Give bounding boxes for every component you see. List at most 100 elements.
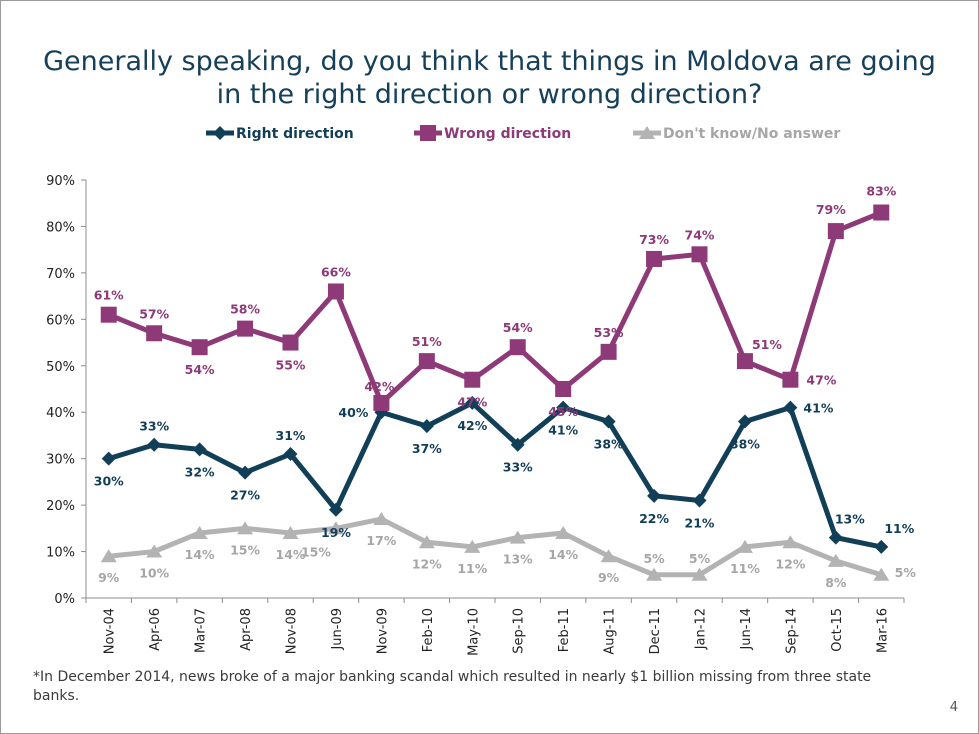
data-label-don-t-know-no-answer: 13% xyxy=(503,552,533,567)
data-point-right-direction xyxy=(283,447,298,462)
data-point-right-direction xyxy=(556,400,571,415)
legend-item-wrong-direction: Wrong direction xyxy=(414,125,571,142)
data-point-wrong-direction xyxy=(509,339,526,356)
data-point-don-t-know-no-answer xyxy=(600,549,617,563)
data-point-right-direction xyxy=(692,493,707,508)
data-point-don-t-know-no-answer xyxy=(873,567,890,581)
data-label-wrong-direction: 47% xyxy=(806,373,836,388)
data-label-don-t-know-no-answer: 17% xyxy=(366,533,396,548)
data-label-right-direction: 33% xyxy=(139,419,169,434)
x-tick-label: Jun-09 xyxy=(330,608,345,651)
data-label-wrong-direction: 61% xyxy=(94,288,124,303)
data-label-right-direction: 22% xyxy=(639,511,669,526)
y-tick-label: 0% xyxy=(54,592,75,607)
legend-item-right-direction: Right direction xyxy=(206,126,354,142)
data-label-wrong-direction: 55% xyxy=(276,358,306,373)
data-label-don-t-know-no-answer: 12% xyxy=(412,556,442,571)
data-point-wrong-direction xyxy=(282,334,299,351)
chart-title: Generally speaking, do you think that th… xyxy=(1,45,978,111)
x-tick-label: Feb-10 xyxy=(421,608,436,652)
data-label-right-direction: 13% xyxy=(835,512,865,527)
y-tick-label: 90% xyxy=(46,174,75,189)
x-tick-label: Dec-11 xyxy=(648,608,663,654)
data-point-right-direction xyxy=(147,437,162,452)
x-tick-label: Feb-11 xyxy=(557,608,572,652)
page-number: 4 xyxy=(949,700,958,715)
data-point-wrong-direction xyxy=(600,343,617,360)
data-label-wrong-direction: 45% xyxy=(548,404,578,419)
y-tick-label: 50% xyxy=(46,360,75,375)
data-point-right-direction xyxy=(737,414,752,429)
data-label-right-direction: 41% xyxy=(803,401,833,416)
data-label-wrong-direction: 66% xyxy=(321,264,351,279)
data-label-right-direction: 42% xyxy=(457,418,487,433)
data-point-don-t-know-no-answer xyxy=(191,525,208,539)
data-label-wrong-direction: 53% xyxy=(594,325,624,340)
data-point-don-t-know-no-answer xyxy=(509,530,526,544)
x-tick-label: Nov-09 xyxy=(375,608,390,654)
data-point-don-t-know-no-answer xyxy=(146,544,163,558)
data-point-right-direction xyxy=(874,539,889,554)
data-label-right-direction: 31% xyxy=(276,428,306,443)
data-label-right-direction: 38% xyxy=(594,437,624,452)
y-tick-label: 70% xyxy=(46,267,75,282)
y-tick-label: 20% xyxy=(46,499,75,514)
data-label-wrong-direction: 74% xyxy=(685,227,715,242)
x-tick-label: Nov-04 xyxy=(103,608,118,654)
footnote: *In December 2014, news broke of a major… xyxy=(33,669,872,704)
data-label-wrong-direction: 58% xyxy=(230,302,260,317)
legend-label: Right direction xyxy=(236,126,354,142)
data-point-right-direction xyxy=(238,465,253,480)
data-label-don-t-know-no-answer: 8% xyxy=(825,575,847,590)
data-point-right-direction xyxy=(328,502,343,517)
data-label-don-t-know-no-answer: 9% xyxy=(98,570,120,585)
data-point-don-t-know-no-answer xyxy=(237,521,254,535)
data-point-wrong-direction xyxy=(827,223,844,240)
data-label-right-direction: 41% xyxy=(548,423,578,438)
data-point-right-direction xyxy=(510,437,525,452)
data-point-wrong-direction xyxy=(782,371,799,388)
data-label-right-direction: 37% xyxy=(412,441,442,456)
data-point-don-t-know-no-answer xyxy=(782,535,799,549)
data-label-don-t-know-no-answer: 11% xyxy=(457,561,487,576)
legend-item-don-t-know-no-answer: Don't know/No answer xyxy=(633,126,840,142)
data-label-wrong-direction: 73% xyxy=(639,232,669,247)
x-tick-label: Mar-16 xyxy=(875,608,890,653)
series-line-wrong-direction xyxy=(107,210,883,406)
legend-marker xyxy=(213,126,227,140)
data-label-wrong-direction: 57% xyxy=(139,306,169,321)
data-label-wrong-direction: 54% xyxy=(185,362,215,377)
y-tick-label: 40% xyxy=(46,406,75,421)
data-point-don-t-know-no-answer xyxy=(827,553,844,567)
data-point-wrong-direction xyxy=(100,306,117,323)
data-label-don-t-know-no-answer: 11% xyxy=(730,561,760,576)
data-point-wrong-direction xyxy=(237,320,254,337)
data-label-don-t-know-no-answer: 15% xyxy=(230,542,260,557)
data-point-wrong-direction xyxy=(555,381,572,397)
data-point-wrong-direction xyxy=(418,353,435,370)
x-tick-label: Apr-08 xyxy=(239,608,254,651)
data-label-right-direction: 30% xyxy=(94,474,124,489)
data-point-right-direction xyxy=(647,488,662,503)
data-label-don-t-know-no-answer: 12% xyxy=(775,556,805,571)
data-label-wrong-direction: 51% xyxy=(752,337,782,352)
data-point-wrong-direction xyxy=(691,246,708,263)
data-label-wrong-direction: 42% xyxy=(364,379,394,394)
data-point-don-t-know-no-answer xyxy=(373,512,390,526)
data-point-right-direction xyxy=(783,400,798,415)
data-point-right-direction xyxy=(465,395,480,410)
data-point-wrong-direction xyxy=(646,250,663,267)
data-label-don-t-know-no-answer: 14% xyxy=(276,547,306,562)
data-point-wrong-direction xyxy=(736,353,753,370)
data-label-wrong-direction: 51% xyxy=(412,334,442,349)
data-point-don-t-know-no-answer xyxy=(464,539,481,553)
y-tick-label: 10% xyxy=(46,546,75,561)
data-label-right-direction: 19% xyxy=(321,525,351,540)
data-label-don-t-know-no-answer: 14% xyxy=(185,547,215,562)
data-label-wrong-direction: 54% xyxy=(503,320,533,335)
data-point-right-direction xyxy=(601,414,616,429)
data-point-wrong-direction xyxy=(373,394,390,411)
data-label-don-t-know-no-answer: 10% xyxy=(139,566,169,581)
chart-title-line-1: Generally speaking, do you think that th… xyxy=(43,46,936,77)
